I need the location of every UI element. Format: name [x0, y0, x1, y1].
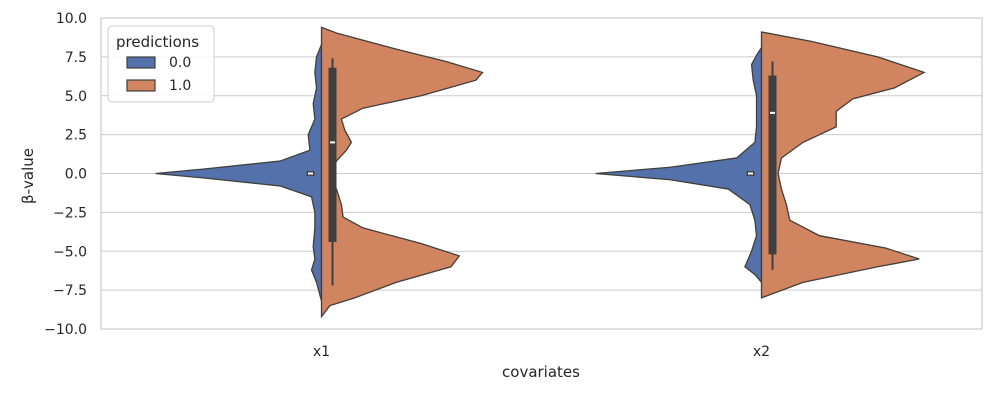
legend-label: 1.0: [169, 78, 191, 94]
x-axis-title: covariates: [502, 363, 580, 381]
y-tick-label: −10.0: [44, 322, 87, 338]
violin-x2-left: [595, 45, 763, 285]
y-tick-label: 0.0: [65, 167, 87, 183]
plot-frame: [100, 17, 983, 330]
y-axis-ticks: −10.0 −7.5 −5.0 −2.5 0.0 2.5 5.0 7.5 10.0: [44, 11, 87, 338]
y-tick-label: 7.5: [65, 50, 87, 66]
violin-x2-right: [760, 31, 926, 299]
x-tick-label: x2: [753, 344, 770, 360]
violin-plot-area: [155, 26, 926, 319]
violin-x1-right: [320, 26, 484, 319]
legend-label: 0.0: [169, 55, 191, 71]
x-tick-label: x1: [313, 344, 330, 360]
legend-swatch: [126, 56, 156, 69]
y-axis-title: β-value: [19, 148, 37, 204]
y-tick-label: −2.5: [53, 205, 87, 221]
legend-swatch: [126, 79, 156, 92]
violin-x1-left: [155, 44, 323, 302]
box-iqr: [768, 75, 777, 255]
y-tick-label: −5.0: [53, 244, 87, 260]
box-iqr: [328, 67, 337, 242]
y-tick-label: 5.0: [65, 89, 87, 105]
y-tick-label: 10.0: [56, 11, 87, 27]
y-tick-label: 2.5: [65, 128, 87, 144]
x-axis-ticks: x1 x2: [313, 344, 770, 360]
legend: predictions 0.01.0: [107, 25, 215, 103]
y-tick-label: −7.5: [53, 283, 87, 299]
legend-title: predictions: [116, 33, 199, 51]
legend-entries: 0.01.0: [126, 55, 191, 94]
